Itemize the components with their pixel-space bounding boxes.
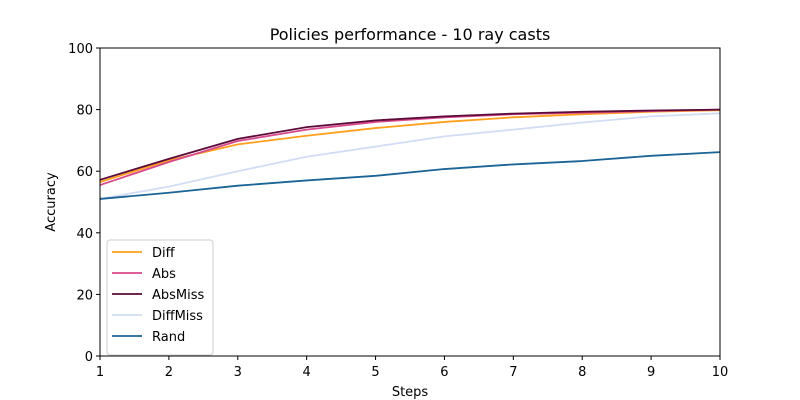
x-tick-label: 2 [165, 365, 173, 380]
series-line-diff [99, 109, 721, 183]
legend-label-absmiss: AbsMiss [152, 288, 205, 303]
x-tick-label: 9 [647, 365, 655, 380]
x-tick-label: 6 [440, 365, 448, 380]
x-tick-label: 7 [509, 365, 517, 380]
series-line-diffmiss [99, 112, 721, 200]
x-tick-label: 8 [578, 365, 586, 380]
axes-frame [99, 47, 721, 357]
y-tick-label: 40 [76, 227, 93, 242]
y-tick-label: 60 [76, 165, 93, 180]
x-axis-label: Steps [392, 385, 429, 400]
y-axis-label: Accuracy [44, 172, 59, 232]
legend-label-rand: Rand [152, 330, 185, 345]
x-tick-label: 4 [303, 365, 311, 380]
series-line-abs [99, 108, 721, 186]
legend-label-diff: Diff [152, 246, 176, 261]
series-line-absmiss [99, 108, 721, 181]
chart-title: Policies performance - 10 ray casts [270, 25, 551, 44]
y-tick-label: 80 [76, 104, 93, 119]
y-tick-label: 20 [76, 288, 93, 303]
y-tick-label: 0 [85, 350, 93, 365]
legend-label-diffmiss: DiffMiss [152, 309, 203, 324]
legend: Diff Abs AbsMiss DiffMiss Rand [106, 239, 214, 356]
x-tick-label: 1 [96, 365, 104, 380]
y-tick-label: 100 [68, 42, 93, 57]
series-line-rand [99, 151, 721, 200]
x-tick-label: 5 [371, 365, 379, 380]
x-tick-label: 3 [234, 365, 242, 380]
x-tick-label: 10 [712, 365, 729, 380]
legend-label-abs: Abs [152, 267, 176, 282]
legend-box [106, 239, 214, 356]
